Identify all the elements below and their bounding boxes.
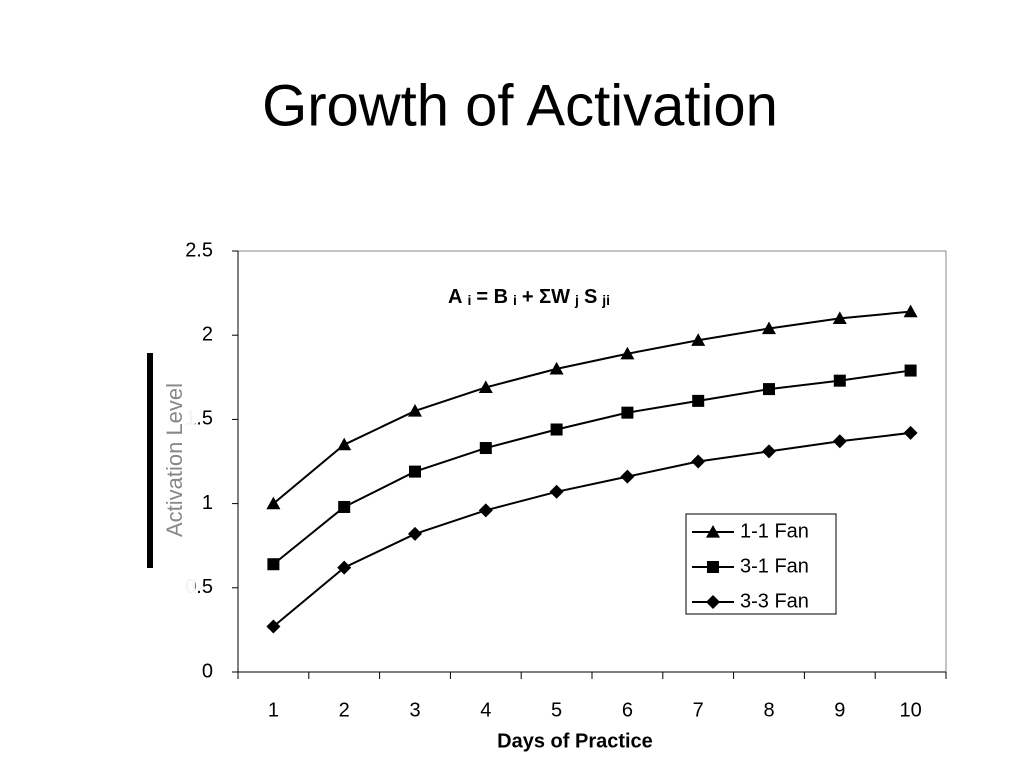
marker [762,321,776,335]
y-tick-label: 0 [202,660,213,682]
series-line [272,369,911,566]
marker [903,304,918,318]
marker [337,437,352,451]
marker [338,500,351,513]
x-axis-label: Days of Practice [497,730,653,752]
y-axis-label: Activation Level [162,383,187,537]
x-tick-label: 9 [834,699,845,721]
legend-marker [707,561,719,573]
marker [267,558,280,571]
plot: 00.511.522.51 2 3 4 5 6 7 8 9 10 [185,239,947,721]
legend-label: 3-3 Fan [740,590,809,612]
marker [833,374,846,387]
legend-marker [706,595,720,609]
marker [549,484,564,499]
marker [409,465,421,478]
marker [620,346,635,360]
y-tick-label: 2 [202,323,213,345]
marker [763,383,775,396]
legend-label: 1-1 Fan [740,520,809,542]
x-tick-label: 10 [899,699,921,721]
marker [479,442,492,455]
y-tick-label: 1 [202,492,213,514]
marker [549,361,564,375]
formula-subscript: j [574,292,579,308]
marker [691,333,706,346]
marker [408,403,422,417]
marker [266,619,281,634]
marker [478,380,493,394]
marker [620,469,635,484]
series-line [272,431,911,628]
formula-subscript: ji [601,292,610,308]
x-tick-label: 5 [551,699,562,721]
formula-part: A [448,286,462,308]
x-tick-label: 1 [268,699,279,721]
series-line [272,310,911,505]
marker [692,394,705,407]
x-tick-label: 8 [763,699,774,721]
y-tick-label: 2.5 [185,239,213,261]
marker [691,454,706,469]
formula-part: + ΣW [522,286,570,308]
x-tick-label: 2 [339,699,350,721]
series [266,304,918,510]
marker [266,496,281,510]
marker [478,503,493,518]
slide-title: Growth of Activation [262,73,778,138]
formula-part: = B [476,286,508,308]
formula-subscript: i [513,292,517,308]
marker [903,425,918,440]
y-label-box [155,315,195,605]
x-tick-label: 4 [480,699,491,721]
marker [832,311,847,324]
marker [408,526,422,541]
series [266,425,918,634]
marker [832,434,847,449]
y-label-bar [147,353,153,568]
formula-part: S [584,286,597,308]
marker [337,560,352,575]
marker [621,406,634,419]
x-tick-label: 7 [693,699,704,721]
marker [904,364,917,377]
x-tick-label: 6 [622,699,633,721]
x-tick-label: 3 [409,699,420,721]
series [267,364,917,571]
legend-label: 3-1 Fan [740,555,809,577]
formula-subscript: i [467,292,471,308]
marker [762,444,776,459]
legend-marker [706,525,720,538]
marker [550,423,563,436]
